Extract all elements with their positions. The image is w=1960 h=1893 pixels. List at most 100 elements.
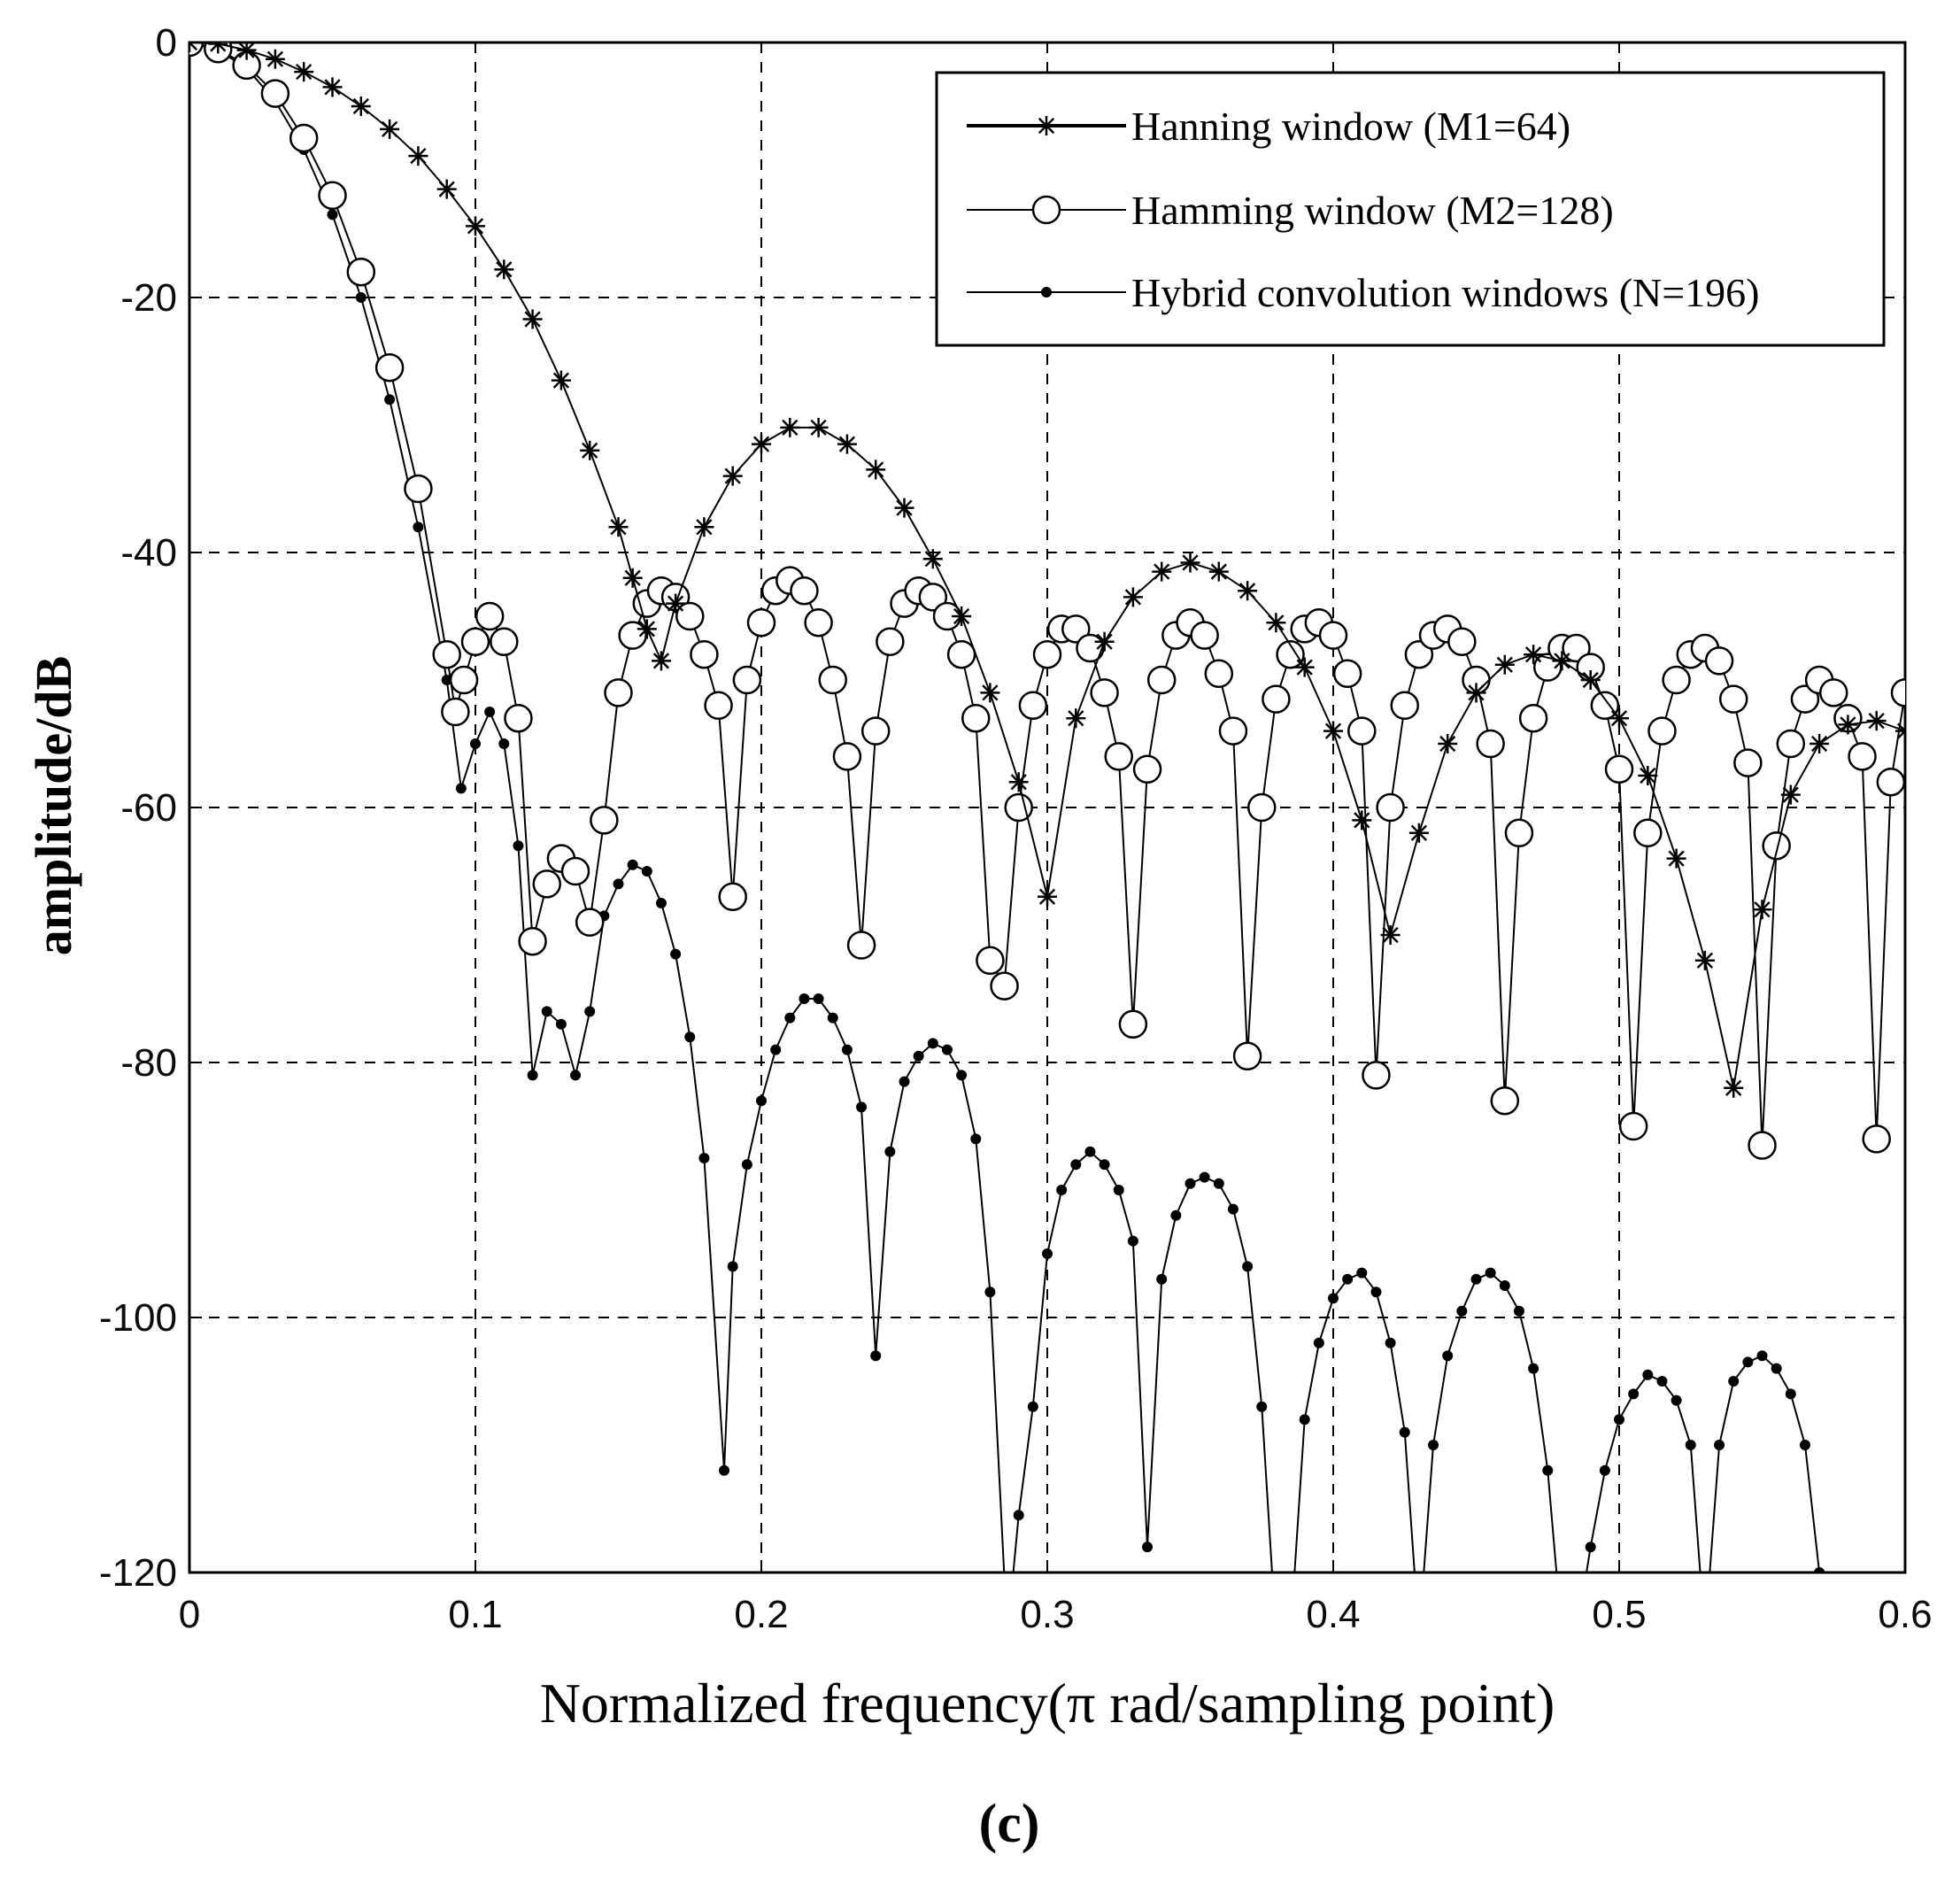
circle-marker xyxy=(449,665,479,695)
circle-marker xyxy=(1061,614,1091,644)
circle-marker xyxy=(518,926,547,956)
circle-marker xyxy=(1262,684,1291,714)
dot-marker xyxy=(827,1012,838,1024)
figure-caption: (c) xyxy=(979,1794,1040,1854)
legend-label: Hanning window (M1=64) xyxy=(1131,104,1570,149)
dot-marker xyxy=(670,948,682,960)
circle-marker xyxy=(575,908,605,937)
star-marker xyxy=(208,42,228,54)
circle-marker xyxy=(1733,748,1763,777)
star-marker xyxy=(837,434,857,454)
star-marker xyxy=(1838,715,1858,735)
dot-marker xyxy=(984,1286,996,1298)
circle-marker xyxy=(1247,792,1277,823)
circle-marker xyxy=(1104,742,1133,771)
dot-marker xyxy=(1714,1440,1725,1450)
circle-marker xyxy=(1890,678,1905,707)
y-tick-label: -80 xyxy=(120,1041,177,1085)
dot-marker xyxy=(1399,1426,1410,1438)
star-marker xyxy=(722,466,743,486)
star-marker xyxy=(666,593,686,614)
circle-marker xyxy=(1604,754,1634,784)
star-marker xyxy=(1638,766,1658,785)
star-marker xyxy=(922,549,943,569)
star-marker xyxy=(466,216,485,236)
dot-marker xyxy=(484,707,496,717)
dot-marker xyxy=(1170,1209,1182,1221)
circle-marker xyxy=(432,639,461,669)
circle-marker xyxy=(1347,716,1377,746)
star-marker xyxy=(380,119,400,139)
circle-marker xyxy=(818,665,847,695)
star-marker xyxy=(1494,654,1515,675)
star-marker xyxy=(1123,587,1143,607)
star-marker xyxy=(1724,1078,1744,1098)
star-marker xyxy=(1266,613,1286,633)
dot-marker xyxy=(1470,1273,1482,1285)
series-dot xyxy=(189,42,1825,1572)
star-marker xyxy=(1552,651,1572,671)
circle-marker xyxy=(1848,742,1877,771)
dot-marker xyxy=(513,840,524,852)
y-tick-label: -120 xyxy=(99,1551,177,1595)
dot-marker xyxy=(756,1095,767,1107)
dot-marker xyxy=(1113,1185,1124,1195)
circle-marker xyxy=(876,627,905,657)
dot-marker xyxy=(1671,1395,1682,1406)
star-marker xyxy=(294,62,314,82)
legend-label: Hamming window (M2=128) xyxy=(1131,188,1614,233)
circle-marker xyxy=(732,665,762,695)
circle-marker xyxy=(1790,684,1820,714)
star-marker xyxy=(1208,561,1229,582)
dot-marker xyxy=(1328,1293,1339,1304)
dot-marker xyxy=(1356,1267,1368,1279)
x-tick-label: 0.5 xyxy=(1592,1593,1646,1636)
dot-marker xyxy=(1213,1178,1224,1189)
star-marker xyxy=(1666,848,1686,869)
dot-marker xyxy=(655,898,667,908)
x-tick-label: 0.2 xyxy=(734,1593,788,1636)
dot-marker xyxy=(1342,1273,1354,1285)
circle-marker xyxy=(1090,678,1119,707)
y-axis-ticks: 0 -20 -40 -60 -80 -100 -120 xyxy=(99,21,202,1595)
dot-marker xyxy=(941,1044,953,1055)
x-tick-label: 0.6 xyxy=(1878,1593,1932,1636)
circle-marker xyxy=(1031,195,1061,225)
y-tick-label: -40 xyxy=(120,531,177,575)
circle-marker xyxy=(560,856,590,886)
star-marker xyxy=(351,97,371,116)
dot-marker xyxy=(927,1038,938,1049)
star-marker xyxy=(980,683,1000,703)
y-tick-label: 0 xyxy=(156,21,177,65)
circle-marker xyxy=(1004,792,1033,823)
star-marker xyxy=(189,42,199,52)
circle-marker xyxy=(490,627,519,657)
circle-marker xyxy=(289,123,319,153)
dot-marker xyxy=(1456,1305,1468,1317)
dot-marker xyxy=(327,209,338,220)
circle-marker xyxy=(1819,678,1848,707)
dot-marker xyxy=(1042,1248,1053,1259)
star-marker xyxy=(1524,645,1544,665)
circle-marker xyxy=(990,971,1019,1001)
star-marker xyxy=(1323,721,1343,741)
star-marker xyxy=(1408,823,1429,843)
star-marker xyxy=(1037,116,1056,135)
star-marker xyxy=(1094,631,1115,652)
dot-marker xyxy=(1256,1401,1268,1412)
star-marker xyxy=(1152,561,1172,582)
dot-marker xyxy=(870,1350,882,1362)
star-marker xyxy=(752,434,771,454)
circle-marker xyxy=(746,607,776,637)
dot-marker xyxy=(541,1006,552,1017)
circle-marker xyxy=(374,352,405,382)
circle-marker xyxy=(1118,1009,1148,1039)
star-marker xyxy=(780,417,800,437)
dot-marker xyxy=(1528,1363,1539,1374)
dot-marker xyxy=(770,1044,782,1055)
dot-marker xyxy=(1242,1261,1254,1272)
circle-marker xyxy=(860,716,891,746)
star-marker xyxy=(1294,657,1315,677)
circle-marker xyxy=(1704,646,1734,676)
star-marker xyxy=(1780,784,1801,805)
